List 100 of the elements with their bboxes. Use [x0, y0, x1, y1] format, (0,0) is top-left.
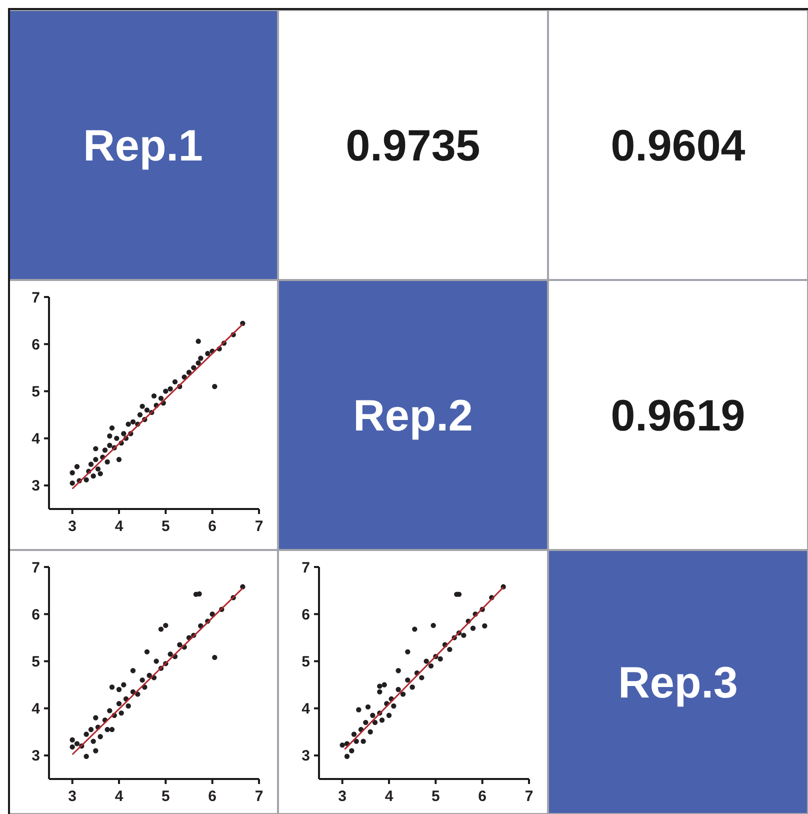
point [121, 431, 126, 436]
point [379, 718, 385, 723]
text: Rep.1 [83, 121, 203, 170]
point [428, 663, 434, 669]
point [104, 459, 110, 464]
text: Rep.3 [618, 658, 738, 708]
point [168, 386, 173, 392]
point [114, 436, 120, 441]
y-tick-label: 7 [302, 559, 310, 576]
y-tick-label: 4 [302, 700, 311, 718]
point [84, 754, 89, 759]
point [356, 707, 362, 712]
point [368, 729, 373, 734]
x-tick-label: 5 [161, 518, 170, 535]
y-tick-label: 7 [32, 289, 40, 306]
point [405, 649, 410, 654]
y-tick-label: 3 [32, 478, 40, 495]
point [104, 726, 110, 732]
point [430, 622, 436, 628]
point [98, 734, 103, 740]
point [344, 754, 350, 759]
x-tick-label: 3 [338, 788, 347, 805]
point [116, 456, 122, 462]
point [196, 591, 202, 596]
point [102, 448, 108, 453]
x-tick-label: 6 [208, 788, 217, 805]
point [84, 732, 89, 737]
point [177, 642, 182, 648]
x-tick-label: 7 [254, 788, 264, 805]
y-tick-label: 4 [32, 700, 41, 718]
point [107, 433, 112, 439]
point [137, 412, 143, 418]
point [372, 720, 378, 726]
point [405, 677, 410, 683]
point [186, 370, 192, 375]
y-tick-label: 5 [302, 653, 310, 670]
point [146, 672, 152, 678]
point [391, 703, 396, 709]
point [126, 422, 131, 427]
point [354, 738, 359, 744]
point [93, 748, 98, 754]
point [140, 404, 145, 409]
y-tick-label: 5 [32, 383, 40, 400]
point [151, 393, 157, 399]
point [377, 684, 382, 689]
point [212, 654, 218, 660]
point [470, 626, 476, 631]
y-tick-label: 5 [32, 653, 40, 670]
point [130, 668, 136, 674]
point [144, 407, 150, 413]
point [70, 480, 75, 486]
point [360, 738, 366, 744]
y-tick-label: 6 [32, 336, 40, 354]
point [198, 356, 204, 361]
point [74, 464, 80, 470]
point [377, 689, 382, 694]
y-tick-label: 6 [32, 606, 40, 624]
point [88, 726, 94, 732]
point [196, 360, 201, 366]
point [70, 744, 75, 750]
point [90, 473, 96, 479]
point [396, 668, 401, 674]
point [412, 626, 418, 632]
point [70, 737, 75, 742]
point [93, 456, 98, 462]
point [158, 626, 164, 632]
y-tick-label: 3 [32, 748, 40, 765]
point [118, 710, 124, 716]
x-tick-label: 4 [384, 788, 394, 805]
point [163, 622, 168, 628]
point [240, 584, 246, 590]
point [144, 649, 150, 654]
point [168, 652, 173, 657]
point [424, 658, 429, 664]
point [95, 466, 101, 472]
point [400, 692, 406, 697]
text: 0.9735 [346, 121, 480, 170]
point [140, 677, 145, 683]
x-tick-label: 5 [431, 788, 440, 805]
point [365, 704, 371, 710]
x-tick-label: 4 [114, 788, 124, 805]
point [70, 470, 75, 476]
point [116, 701, 122, 706]
y-tick-label: 7 [32, 559, 40, 576]
point [447, 646, 452, 652]
point [107, 442, 112, 448]
point [370, 712, 376, 718]
text: Rep.2 [353, 391, 473, 440]
point [130, 419, 136, 424]
point [84, 477, 89, 482]
point [121, 682, 126, 688]
point [340, 742, 345, 748]
point [410, 684, 415, 690]
point [196, 338, 201, 344]
y-tick-label: 6 [302, 606, 310, 624]
point [109, 684, 115, 690]
point [363, 720, 368, 726]
point [438, 656, 443, 662]
text: 0.9604 [610, 121, 746, 170]
point [93, 715, 98, 720]
